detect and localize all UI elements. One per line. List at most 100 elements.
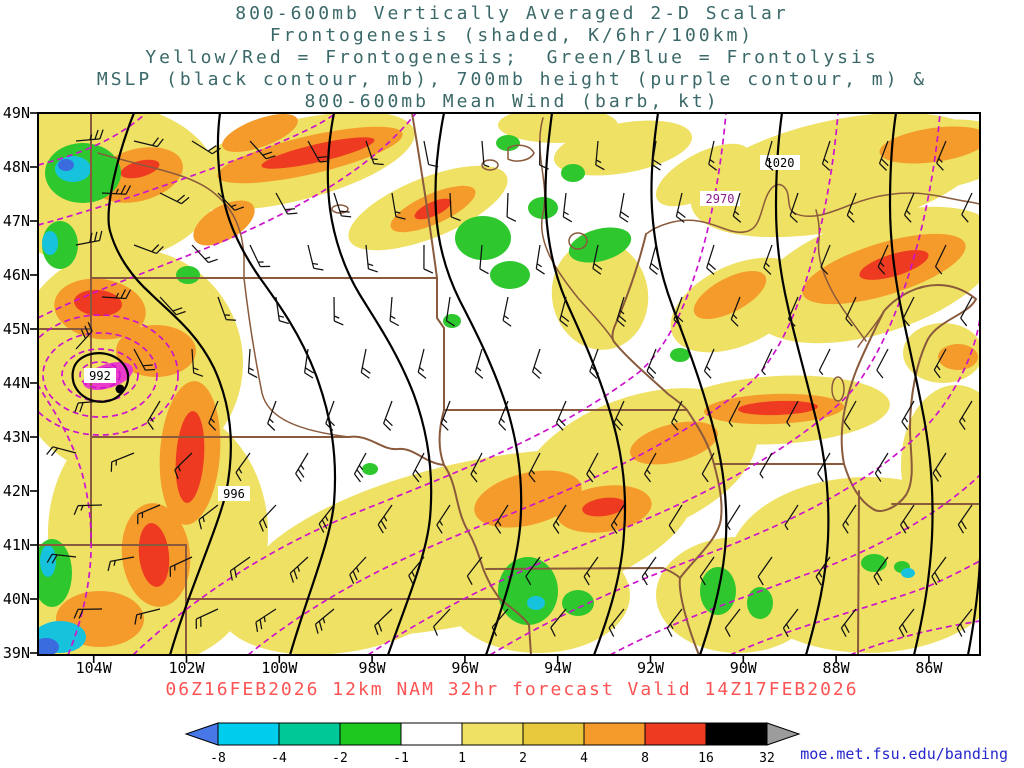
wind-barb — [562, 192, 573, 223]
lat-tick-label: 48N — [2, 158, 30, 176]
wind-barb — [671, 400, 683, 431]
wind-barb — [649, 244, 660, 275]
wind-barb — [701, 452, 715, 483]
wind-barb — [820, 244, 831, 275]
wind-barb — [365, 140, 384, 166]
wind-barb — [217, 192, 245, 211]
wind-barb — [325, 400, 336, 431]
wind-barb — [436, 504, 451, 534]
colorbar-segment — [705, 722, 768, 746]
wind-barb — [586, 452, 599, 483]
mslp-1020-label: 1020 — [760, 155, 800, 170]
mslp-contours — [71, 113, 980, 655]
lon-tick-label: 100W — [261, 659, 298, 677]
colorbar-segment — [583, 722, 646, 746]
title-line-4: MSLP (black contour, mb), 700mb height (… — [96, 69, 928, 90]
colorbar-tick-label: -8 — [210, 751, 226, 766]
wind-barb — [583, 556, 599, 586]
colorbar-segment — [339, 722, 402, 746]
wind-barb — [470, 452, 483, 483]
wind-barb — [818, 348, 831, 376]
wind-barb — [208, 400, 219, 431]
wind-barb — [902, 296, 915, 327]
wind-barb — [901, 400, 915, 431]
wind-barb — [699, 556, 715, 586]
wind-barb — [724, 608, 741, 637]
title-line-1: 800-600mb Vertically Averaged 2-D Scalar — [235, 3, 789, 24]
wind-barb — [174, 452, 193, 480]
wind-barb — [191, 348, 204, 377]
wind-barb — [107, 556, 135, 572]
colorbar-segment — [644, 722, 707, 746]
wind-barb — [412, 452, 425, 483]
colorbar-tick-label: -1 — [393, 751, 409, 766]
wind-barb — [133, 137, 164, 148]
wind-barb — [101, 289, 132, 300]
colorbar-tick-label: 32 — [759, 751, 775, 766]
wind-barb — [842, 504, 857, 534]
lon-tick-label: 98W — [358, 659, 386, 677]
wind-barb — [249, 244, 271, 268]
wind-barb — [763, 244, 773, 275]
wind-barb — [961, 192, 973, 223]
title-line-2: Frontogenesis (shaded, K/6hr/100km) — [269, 25, 755, 46]
contour-labels: 992 996 2970 1020 — [84, 155, 800, 501]
colorbar-tick-label: 2 — [519, 751, 527, 766]
colorbar-segment — [400, 722, 463, 746]
wind-barb — [703, 348, 715, 379]
lon-tick-label: 92W — [636, 659, 665, 677]
wind-barb — [383, 400, 393, 431]
colorbar: -8 -4 -2 -1 1 2 4 8 16 32 — [184, 722, 801, 766]
wind-barb — [535, 244, 545, 275]
wind-barb — [229, 556, 251, 581]
wind-barb — [616, 296, 627, 327]
wind-barb — [289, 556, 309, 583]
wind-barb — [133, 348, 156, 371]
wind-barb — [275, 192, 298, 215]
wind-barb — [73, 608, 103, 619]
lon-tick-label: 102W — [168, 659, 205, 677]
wind-barb — [957, 504, 973, 534]
svg-text:2970: 2970 — [706, 192, 735, 206]
wind-barb — [191, 140, 221, 155]
wind-barb — [74, 400, 103, 413]
mslp-low-label: 992 — [84, 368, 116, 383]
wind-barb — [314, 608, 335, 634]
wind-barb — [353, 452, 367, 483]
wind-barb — [191, 244, 218, 264]
wind-barb — [903, 192, 915, 223]
wind-barb — [255, 608, 277, 632]
wind-barb — [845, 296, 857, 327]
wind-barb — [365, 244, 378, 273]
map-canvas: 992 996 2970 1020 — [30, 112, 981, 663]
wind-barb — [900, 504, 915, 534]
lon-tick-label: 96W — [451, 659, 479, 677]
wind-barb — [613, 400, 625, 431]
wind-barb — [502, 296, 512, 327]
wind-barb — [275, 296, 289, 325]
wind-barb — [479, 244, 489, 275]
wind-barb — [960, 296, 973, 327]
wind-barb — [506, 192, 517, 222]
wind-barb — [73, 504, 103, 515]
wind-barb — [133, 244, 164, 254]
map-frame — [37, 112, 981, 656]
wind-barb — [307, 140, 330, 163]
wind-barb — [619, 192, 630, 223]
wind-barb — [423, 244, 434, 274]
wind-barb — [440, 400, 451, 431]
wind-barb — [159, 192, 190, 205]
credit-link[interactable]: moe.met.fsu.edu/banding — [800, 745, 1008, 763]
colorbar-segment — [217, 722, 280, 746]
wind-barb — [933, 348, 947, 379]
wind-barb — [134, 608, 161, 625]
wind-barb — [374, 608, 393, 636]
wind-barb — [932, 452, 947, 482]
wind-barb — [706, 244, 716, 275]
wind-barb — [349, 556, 367, 584]
wind-barb — [815, 556, 831, 586]
svg-text:996: 996 — [223, 487, 245, 501]
wind-barb — [169, 556, 193, 577]
lat-tick-label: 47N — [2, 212, 30, 230]
